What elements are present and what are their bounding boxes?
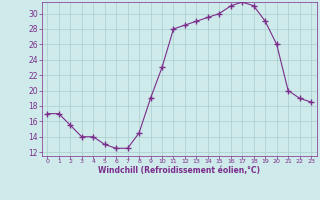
X-axis label: Windchill (Refroidissement éolien,°C): Windchill (Refroidissement éolien,°C) (98, 166, 260, 175)
